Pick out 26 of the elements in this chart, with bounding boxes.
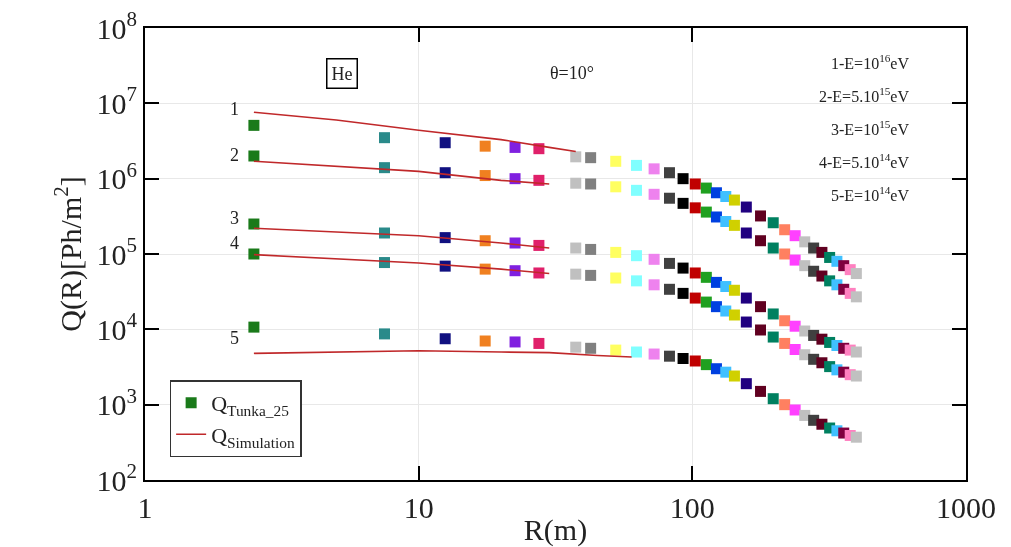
- y-tick-label: 10$^{4}$: [96, 308, 138, 346]
- y-tick-label: 10$^{6}$: [96, 157, 137, 196]
- legend-label: Q$_{Tunka_25}$: [211, 391, 290, 419]
- annotation: 3: [230, 208, 239, 228]
- annotation: 5-E=10$^{14}$eV: [831, 184, 910, 204]
- annotation: 2: [230, 145, 239, 165]
- y-tick-label: 10$^{3}$: [96, 383, 137, 422]
- y-tick-label: 10$^{7}$: [96, 82, 137, 120]
- x-tick-label: 1: [137, 491, 153, 524]
- annotation: 1-E=10$^{16}$eV: [831, 52, 910, 72]
- y-tick-label: 10$^{8}$: [96, 6, 137, 45]
- annotation: He: [331, 63, 353, 84]
- x-axis-title: R(m): [523, 513, 588, 547]
- y-tick-label: 10$^{2}$: [96, 458, 137, 497]
- annotation: 4-E=5.10$^{14}$eV: [819, 151, 910, 171]
- y-tick-label: 10$^{5}$: [96, 232, 137, 271]
- annotation: 4: [230, 233, 239, 253]
- annotation: 3-E=10$^{15}$eV: [831, 118, 910, 138]
- annotation: θ=10°: [550, 63, 594, 83]
- annotation: 1: [230, 99, 239, 119]
- x-tick-label: 100: [669, 491, 715, 524]
- x-tick-label: 10: [403, 491, 434, 524]
- x-tick-label: 1000: [936, 491, 996, 524]
- annotation: 2-E=5.10$^{15}$eV: [819, 85, 910, 105]
- annotation: 5: [230, 328, 239, 348]
- legend-label: Q$_{Simulation}$: [211, 422, 295, 451]
